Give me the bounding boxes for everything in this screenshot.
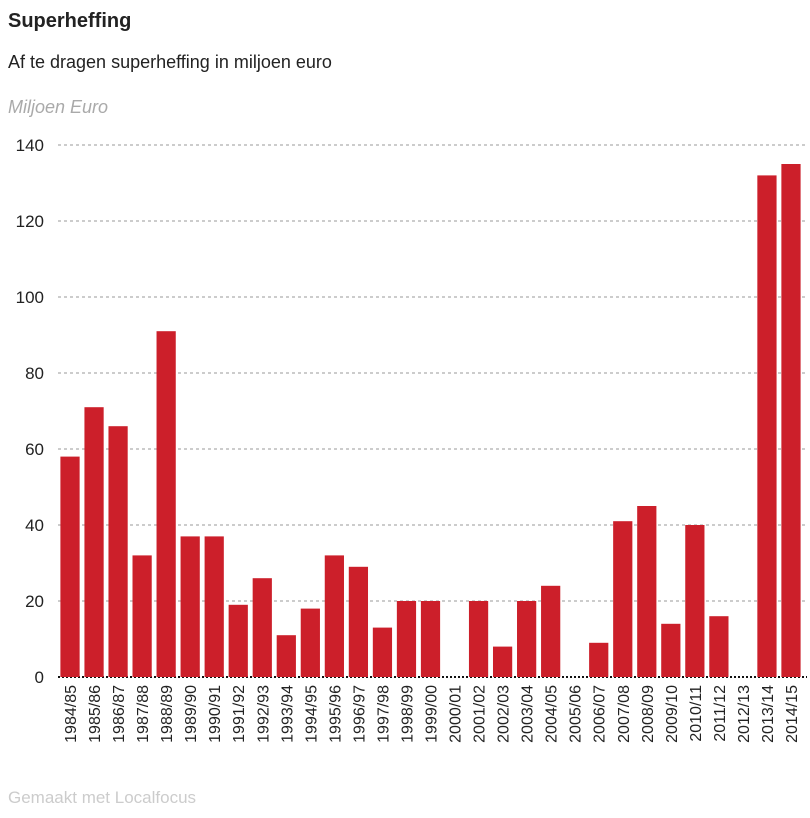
y-tick-label: 80 <box>25 364 44 383</box>
x-tick-label: 2002/03 <box>496 685 513 743</box>
bar[interactable] <box>132 555 152 677</box>
bar[interactable] <box>757 175 777 677</box>
x-tick-label: 1993/94 <box>279 685 296 743</box>
x-tick-label: 1989/90 <box>183 685 200 743</box>
x-tick-label: 1985/86 <box>87 685 104 743</box>
bar[interactable] <box>396 601 417 677</box>
x-tick-label: 1994/95 <box>303 685 320 743</box>
y-tick-label: 140 <box>16 136 44 155</box>
chart-title: Superheffing <box>8 10 132 32</box>
x-tick-label: 2006/07 <box>592 685 609 743</box>
bar[interactable] <box>228 604 248 677</box>
x-tick-label: 2004/05 <box>544 685 561 743</box>
x-tick-label: 1986/87 <box>111 685 128 743</box>
x-tick-label: 2007/08 <box>616 685 633 743</box>
x-tick-label: 2013/14 <box>760 685 777 743</box>
x-tick-label: 1984/85 <box>63 685 80 743</box>
bar[interactable] <box>492 646 513 677</box>
bar[interactable] <box>420 601 441 677</box>
bar[interactable] <box>637 506 657 677</box>
bar[interactable] <box>324 555 344 677</box>
y-tick-label: 0 <box>35 668 44 687</box>
y-tick-label: 60 <box>25 440 44 459</box>
bar[interactable] <box>84 407 104 677</box>
x-tick-label: 1998/99 <box>399 685 416 743</box>
bars <box>60 164 801 677</box>
x-axis-ticks: 1984/85 1985/86 1986/87 1987/88 1988/89 1989/… <box>63 685 801 743</box>
bar[interactable] <box>685 525 705 677</box>
bar-chart: 0 20 40 60 80 100 120 140 1984/85 1985/86 1986/87… <box>16 136 807 743</box>
y-tick-label: 120 <box>16 212 44 231</box>
x-tick-label: 1997/98 <box>375 685 392 743</box>
x-tick-label: 2009/10 <box>664 685 681 743</box>
x-tick-label: 1988/89 <box>159 685 176 743</box>
bar[interactable] <box>180 536 200 677</box>
y-tick-label: 20 <box>25 592 44 611</box>
bar[interactable] <box>468 601 489 677</box>
bar[interactable] <box>252 578 272 677</box>
bar[interactable] <box>276 635 296 677</box>
x-tick-label: 2010/11 <box>688 685 705 742</box>
bar[interactable] <box>156 331 176 677</box>
bar[interactable] <box>541 585 561 677</box>
bar[interactable] <box>348 566 369 677</box>
bar[interactable] <box>204 536 224 677</box>
chart-subtitle: Af te dragen superheffing in miljoen eur… <box>8 52 332 72</box>
localfocus-credit-link[interactable]: Gemaakt met Localfocus <box>8 788 197 807</box>
bar[interactable] <box>709 616 729 677</box>
x-tick-label: 1995/96 <box>327 685 344 743</box>
x-tick-label: 1991/92 <box>231 685 248 743</box>
bar[interactable] <box>589 642 609 677</box>
bar[interactable] <box>517 601 537 677</box>
bar[interactable] <box>300 608 320 677</box>
x-tick-label: 1999/00 <box>424 685 441 743</box>
bar[interactable] <box>613 521 633 677</box>
x-tick-label: 2014/15 <box>784 685 801 743</box>
x-tick-label: 2011/12 <box>712 685 729 742</box>
y-tick-label: 100 <box>16 288 44 307</box>
bar[interactable] <box>661 623 681 677</box>
x-tick-label: 1987/88 <box>135 685 152 743</box>
y-axis-unit-label: Miljoen Euro <box>8 97 109 117</box>
bar[interactable] <box>372 627 393 677</box>
bar[interactable] <box>60 456 80 677</box>
x-tick-label: 2012/13 <box>736 685 753 743</box>
y-tick-label: 40 <box>25 516 44 535</box>
y-axis-ticks: 0 20 40 60 80 100 120 140 <box>16 136 44 687</box>
bar[interactable] <box>781 164 801 677</box>
x-tick-label: 2001/02 <box>472 685 489 743</box>
x-tick-label: 2003/04 <box>520 685 537 743</box>
x-tick-label: 2008/09 <box>640 685 657 743</box>
x-tick-label: 2000/01 <box>448 685 465 743</box>
x-tick-label: 1992/93 <box>255 685 272 743</box>
x-tick-label: 2005/06 <box>568 685 585 743</box>
x-tick-label: 1990/91 <box>207 685 224 743</box>
x-tick-label: 1996/97 <box>351 685 368 743</box>
bar[interactable] <box>108 426 128 677</box>
